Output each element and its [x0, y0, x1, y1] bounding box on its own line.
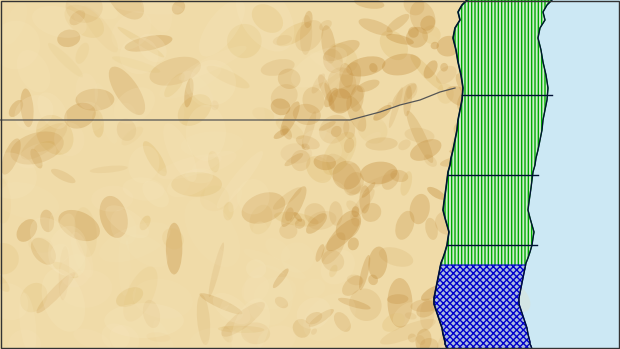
Ellipse shape: [460, 276, 476, 315]
Ellipse shape: [211, 101, 219, 110]
Ellipse shape: [329, 201, 343, 226]
Ellipse shape: [420, 338, 438, 349]
Ellipse shape: [300, 15, 312, 55]
Ellipse shape: [304, 203, 326, 224]
Ellipse shape: [54, 122, 84, 156]
Ellipse shape: [74, 207, 97, 257]
Ellipse shape: [382, 169, 399, 190]
Ellipse shape: [276, 118, 304, 139]
Ellipse shape: [453, 237, 464, 258]
Ellipse shape: [324, 88, 338, 107]
Ellipse shape: [475, 274, 502, 309]
Ellipse shape: [281, 242, 314, 273]
Ellipse shape: [484, 0, 505, 18]
Ellipse shape: [265, 335, 288, 349]
Ellipse shape: [291, 47, 347, 88]
Ellipse shape: [303, 129, 342, 162]
Ellipse shape: [451, 134, 466, 165]
Ellipse shape: [474, 253, 494, 282]
Ellipse shape: [474, 154, 480, 183]
Ellipse shape: [473, 133, 498, 163]
Ellipse shape: [184, 78, 193, 107]
Ellipse shape: [407, 111, 433, 163]
Ellipse shape: [206, 66, 250, 88]
Ellipse shape: [275, 297, 288, 308]
Ellipse shape: [107, 166, 161, 201]
Ellipse shape: [302, 111, 316, 149]
Ellipse shape: [274, 212, 319, 227]
Ellipse shape: [164, 73, 185, 97]
Ellipse shape: [73, 328, 111, 349]
Ellipse shape: [56, 214, 76, 250]
Ellipse shape: [21, 123, 67, 160]
Ellipse shape: [476, 290, 490, 311]
Ellipse shape: [153, 320, 176, 349]
Ellipse shape: [327, 0, 365, 27]
Ellipse shape: [342, 275, 363, 296]
Ellipse shape: [180, 131, 243, 158]
Ellipse shape: [102, 132, 117, 179]
Ellipse shape: [296, 135, 320, 149]
Ellipse shape: [343, 108, 384, 138]
Ellipse shape: [347, 56, 386, 76]
Ellipse shape: [340, 63, 353, 88]
Ellipse shape: [172, 0, 185, 15]
Ellipse shape: [497, 2, 519, 31]
Ellipse shape: [229, 327, 259, 349]
Ellipse shape: [49, 209, 66, 242]
Ellipse shape: [301, 143, 310, 150]
Ellipse shape: [185, 198, 240, 267]
Ellipse shape: [461, 177, 469, 194]
Ellipse shape: [408, 334, 417, 342]
Ellipse shape: [5, 34, 23, 53]
Ellipse shape: [252, 4, 283, 33]
Ellipse shape: [217, 151, 263, 209]
Ellipse shape: [352, 215, 361, 227]
Ellipse shape: [76, 43, 89, 64]
Ellipse shape: [436, 66, 456, 84]
Ellipse shape: [64, 103, 95, 128]
Ellipse shape: [159, 64, 221, 99]
Ellipse shape: [485, 185, 507, 208]
Ellipse shape: [121, 231, 132, 252]
Ellipse shape: [82, 6, 118, 52]
Ellipse shape: [350, 86, 364, 112]
Ellipse shape: [265, 238, 291, 261]
Ellipse shape: [295, 20, 324, 51]
Ellipse shape: [42, 269, 85, 332]
Ellipse shape: [281, 143, 312, 164]
Ellipse shape: [11, 132, 64, 164]
Ellipse shape: [0, 179, 8, 189]
Ellipse shape: [495, 50, 520, 68]
Ellipse shape: [75, 102, 104, 131]
Ellipse shape: [490, 0, 500, 16]
Ellipse shape: [278, 69, 301, 89]
Ellipse shape: [360, 185, 370, 214]
Ellipse shape: [108, 103, 138, 151]
Ellipse shape: [417, 335, 425, 345]
Ellipse shape: [308, 78, 340, 114]
Ellipse shape: [435, 211, 459, 235]
Ellipse shape: [404, 128, 435, 143]
Ellipse shape: [281, 186, 306, 227]
Ellipse shape: [303, 279, 325, 297]
Ellipse shape: [309, 309, 334, 327]
Ellipse shape: [63, 329, 112, 349]
Ellipse shape: [296, 297, 330, 329]
Ellipse shape: [422, 229, 441, 250]
Ellipse shape: [314, 155, 336, 170]
Ellipse shape: [347, 275, 364, 285]
Ellipse shape: [285, 207, 294, 221]
Ellipse shape: [325, 0, 359, 12]
Ellipse shape: [358, 18, 392, 36]
Polygon shape: [519, 0, 620, 349]
Ellipse shape: [482, 226, 507, 249]
Ellipse shape: [104, 303, 184, 338]
Ellipse shape: [108, 67, 145, 115]
Ellipse shape: [178, 94, 211, 126]
Ellipse shape: [280, 102, 299, 135]
Ellipse shape: [384, 54, 404, 82]
Ellipse shape: [368, 70, 395, 123]
Ellipse shape: [410, 194, 430, 224]
